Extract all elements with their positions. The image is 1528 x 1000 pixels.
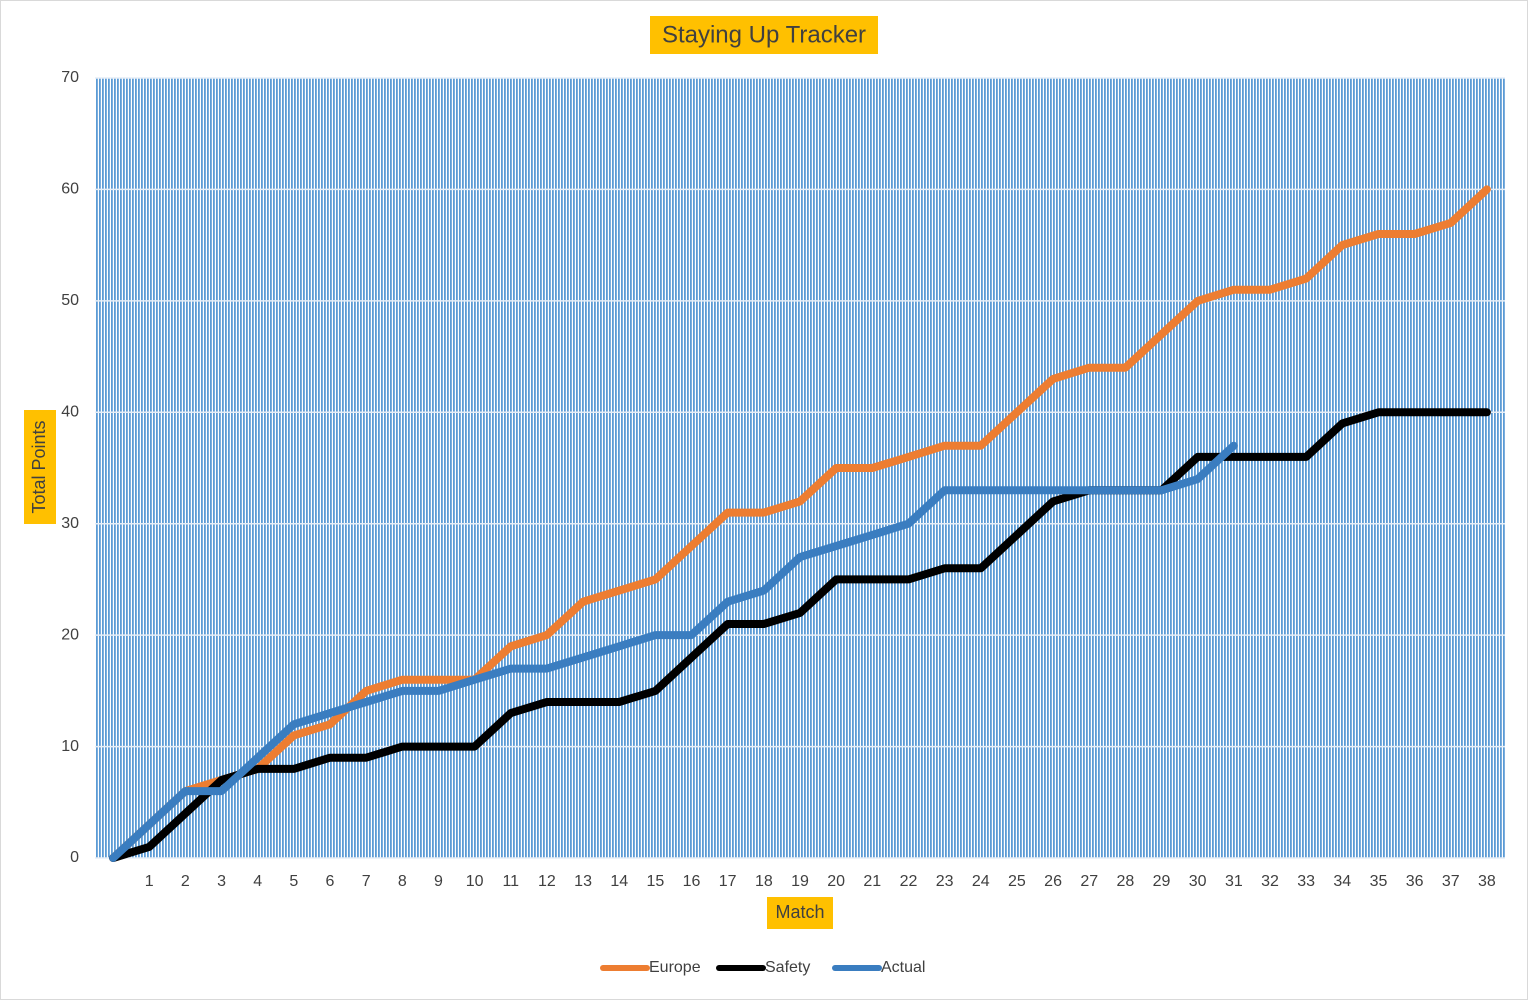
x-tick-label: 36 [1406, 873, 1424, 890]
plot-area [95, 78, 1505, 858]
y-tick-label: 50 [61, 292, 79, 309]
y-tick-label: 20 [61, 626, 79, 643]
x-tick-label: 37 [1442, 873, 1460, 890]
x-tick-label: 2 [181, 873, 190, 890]
y-tick-label: 0 [70, 849, 79, 866]
y-label-box [24, 410, 56, 524]
x-label-box [767, 897, 833, 929]
x-tick-label: 24 [972, 873, 990, 890]
x-tick-label: 6 [326, 873, 335, 890]
x-tick-label: 28 [1116, 873, 1134, 890]
x-tick-label: 5 [289, 873, 298, 890]
x-axis-label: Match [775, 902, 824, 922]
x-tick-label: 4 [253, 873, 262, 890]
legend-label: Europe [649, 959, 701, 976]
y-tick-label: 40 [61, 404, 79, 421]
x-tick-label: 17 [719, 873, 737, 890]
x-tick-label: 1 [145, 873, 154, 890]
x-tick-label: 16 [683, 873, 701, 890]
x-tick-label: 3 [217, 873, 226, 890]
x-tick-label: 13 [574, 873, 592, 890]
x-tick-label: 25 [1008, 873, 1026, 890]
x-tick-label: 14 [610, 873, 628, 890]
x-tick-label: 33 [1297, 873, 1315, 890]
x-tick-label: 8 [398, 873, 407, 890]
x-tick-label: 20 [827, 873, 845, 890]
chart-title: Staying Up Tracker [662, 21, 866, 48]
x-tick-label: 29 [1153, 873, 1171, 890]
y-tick-label: 60 [61, 181, 79, 198]
x-tick-label: 10 [466, 873, 484, 890]
x-tick-label: 34 [1333, 873, 1351, 890]
title-box [650, 16, 878, 54]
x-tick-label: 30 [1189, 873, 1207, 890]
x-tick-label: 31 [1225, 873, 1243, 890]
x-tick-label: 15 [646, 873, 664, 890]
series-line [109, 408, 1491, 862]
x-tick-label: 7 [362, 873, 371, 890]
x-tick-label: 32 [1261, 873, 1279, 890]
x-tick-label: 18 [755, 873, 773, 890]
x-tick-label: 21 [863, 873, 881, 890]
x-tick-label: 19 [791, 873, 809, 890]
y-tick-label: 10 [61, 738, 79, 755]
x-tick-label: 26 [1044, 873, 1062, 890]
x-tick-label: 9 [434, 873, 443, 890]
x-tick-label: 22 [900, 873, 918, 890]
x-tick-label: 38 [1478, 873, 1496, 890]
x-tick-label: 12 [538, 873, 556, 890]
legend-label: Actual [881, 959, 925, 976]
legend-label: Safety [765, 959, 810, 976]
y-tick-label: 30 [61, 515, 79, 532]
y-tick-label: 70 [61, 69, 79, 86]
y-axis-label: Total Points [29, 420, 49, 513]
series-line [109, 441, 1238, 862]
x-tick-label: 11 [502, 873, 519, 890]
x-tick-label: 27 [1080, 873, 1098, 890]
x-tick-label: 23 [936, 873, 954, 890]
x-tick-label: 35 [1370, 873, 1388, 890]
